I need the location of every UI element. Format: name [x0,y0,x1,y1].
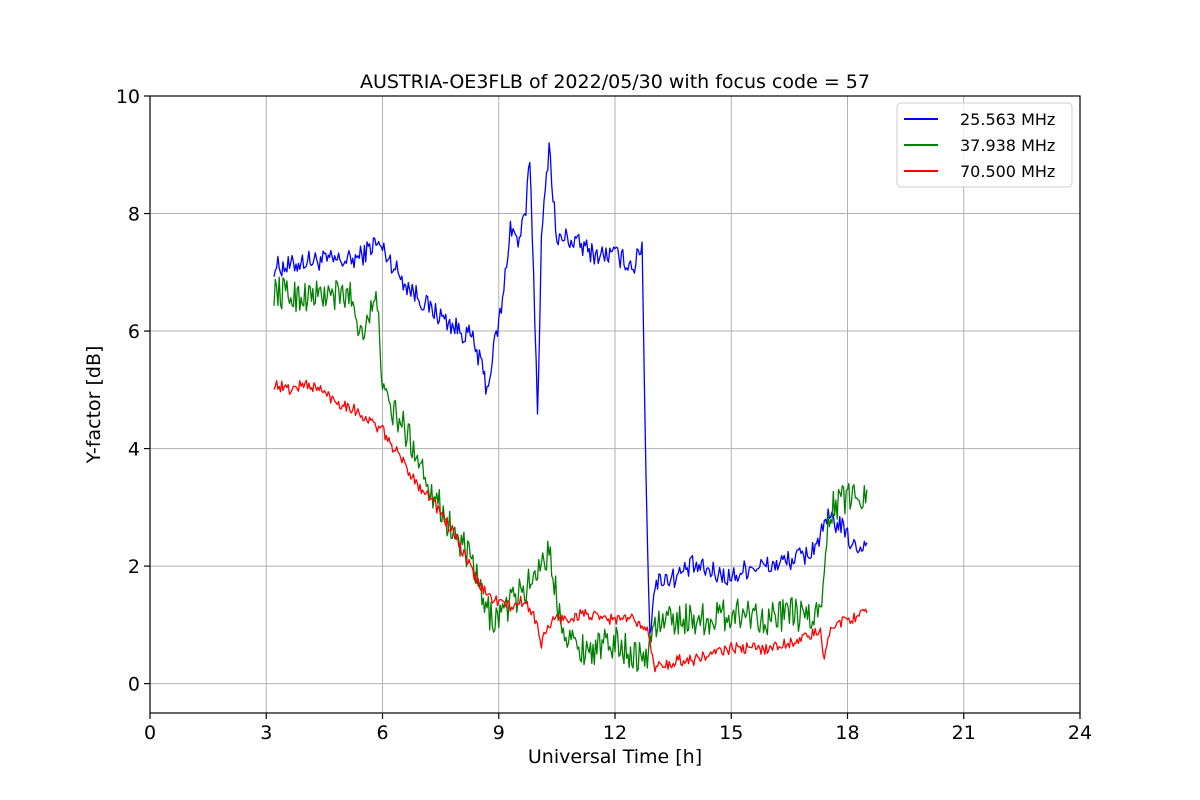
x-tick-label: 18 [835,722,859,744]
series-line-3 [273,379,868,673]
x-tick-label: 12 [603,722,627,744]
legend-label-3: 70.500 MHz [960,162,1055,181]
series-line-2 [273,276,868,672]
y-tick-label: 0 [128,674,140,696]
x-tick-label: 3 [260,722,272,744]
x-tick-label: 21 [952,722,976,744]
y-tick-label: 4 [128,439,140,461]
y-tick-label: 2 [128,556,140,578]
legend: 25.563 MHz 37.938 MHz 70.500 MHz [896,102,1073,188]
x-tick-label: 9 [493,722,505,744]
y-tick-label: 6 [128,321,140,343]
legend-box [896,102,1073,188]
x-tick-label: 6 [376,722,388,744]
x-tick-label: 15 [719,722,743,744]
x-tick-label: 24 [1068,722,1092,744]
chart-title: AUSTRIA-OE3FLB of 2022/05/30 with focus … [360,71,870,93]
y-axis-label: Y-factor [dB] [83,346,105,465]
y-tick-label: 8 [128,204,140,226]
grid-lines [149,95,1081,713]
legend-label-2: 37.938 MHz [960,136,1055,155]
y-tick-label: 10 [116,86,140,108]
x-axis-label: Universal Time [h] [528,746,702,768]
data-series [273,142,868,673]
legend-label-1: 25.563 MHz [960,110,1055,129]
series-line-1 [273,142,868,635]
x-tick-label: 0 [144,722,156,744]
